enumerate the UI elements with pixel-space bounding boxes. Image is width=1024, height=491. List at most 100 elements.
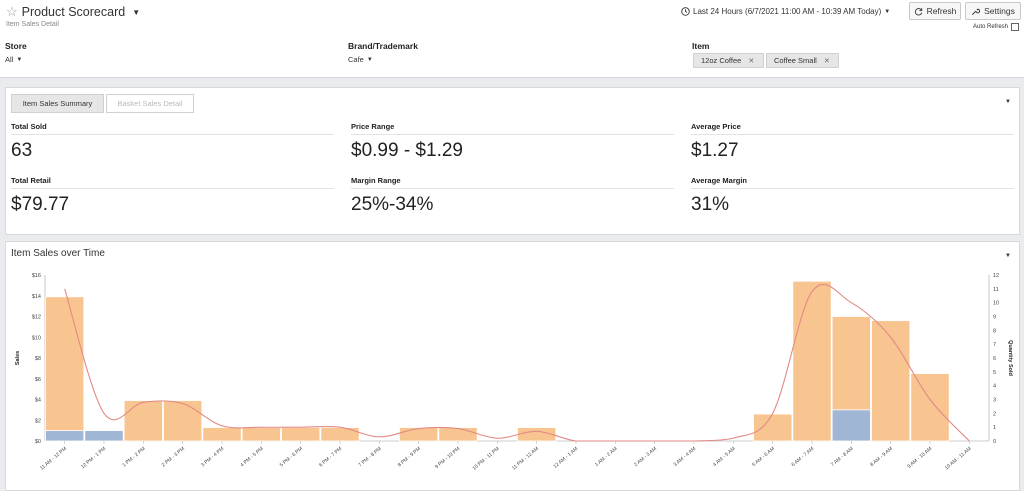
bar-series-0 — [123, 400, 163, 442]
metric-value: 25%-34% — [351, 194, 434, 215]
store-filter-label: Store — [5, 41, 27, 51]
y2-tick-label: 6 — [993, 356, 996, 362]
store-filter-value: All — [5, 55, 14, 64]
bar-series-0 — [202, 427, 242, 442]
favorite-star-icon[interactable]: ☆ — [6, 4, 18, 19]
x-tick-label: 1 AM - 2 AM — [594, 446, 619, 468]
metric-label: Average Price — [691, 122, 1014, 135]
bar-series-0 — [910, 373, 950, 442]
x-tick-label: 5 PM - 6 PM — [279, 446, 304, 468]
x-tick-label: 6 PM - 7 PM — [318, 446, 343, 468]
remove-tag-icon[interactable]: ✕ — [823, 57, 830, 65]
metric-value: $79.77 — [11, 194, 70, 215]
y-tick-label: $6 — [35, 377, 41, 383]
auto-refresh-toggle[interactable]: Auto Refresh — [973, 23, 1020, 31]
quantity-sold-line — [64, 283, 970, 442]
y-tick-label: $12 — [32, 315, 41, 321]
wrench-icon — [972, 8, 981, 15]
x-tick-label: 4 PM - 5 PM — [239, 446, 264, 468]
y-tick-label: $4 — [35, 398, 41, 404]
item-tag[interactable]: 12oz Coffee ✕ — [693, 53, 764, 68]
bar-series-0 — [871, 320, 911, 442]
metric-label: Price Range — [351, 122, 674, 135]
brand-filter-dropdown[interactable]: Cafe ▼ — [348, 55, 373, 64]
item-tag-label: Coffee Small — [774, 56, 817, 65]
chevron-down-icon: ▼ — [366, 56, 373, 63]
time-range-selector[interactable]: Last 24 Hours (6/7/2021 11:00 AM - 10:39… — [681, 7, 890, 16]
y2-tick-label: 12 — [993, 273, 999, 279]
metric-total-retail: Total Retail $79.77 — [11, 176, 334, 216]
title-row[interactable]: ☆ Product Scorecard ▼ — [6, 4, 140, 20]
y2-tick-label: 10 — [993, 301, 999, 307]
x-tick-label: 4 AM - 5 AM — [712, 446, 737, 468]
bar-series-0 — [792, 280, 832, 442]
chevron-down-icon: ▼ — [884, 8, 891, 15]
x-tick-label: 12 AM - 1 AM — [552, 446, 579, 470]
remove-tag-icon[interactable]: ✕ — [748, 57, 755, 65]
chevron-down-icon[interactable]: ▼ — [1005, 99, 1011, 105]
x-tick-label: 2 AM - 3 AM — [633, 446, 658, 468]
item-filter-label: Item — [692, 41, 710, 51]
y-axis-title: Sales — [15, 351, 21, 365]
bar-series-1 — [831, 409, 871, 442]
metric-margin-range: Margin Range 25%-34% — [351, 176, 674, 216]
y-tick-label: $0 — [35, 439, 41, 445]
chart-title: Item Sales over Time — [11, 248, 105, 259]
x-tick-label: 8 AM - 9 AM — [869, 446, 894, 468]
x-tick-label: 10 AM - 11 AM — [944, 446, 973, 471]
x-tick-label: 12 PM - 1 PM — [80, 446, 107, 470]
settings-button[interactable]: Settings — [965, 2, 1021, 20]
metric-value: $1.27 — [691, 140, 739, 161]
metric-label: Total Retail — [11, 176, 334, 189]
brand-filter-value: Cafe — [348, 55, 364, 64]
brand-filter-label: Brand/Trademark — [348, 41, 418, 51]
x-tick-label: 10 PM - 11 PM — [471, 446, 500, 472]
y2-axis-title: Quantity Sold — [1007, 340, 1013, 376]
x-tick-label: 3 PM - 4 PM — [200, 446, 225, 468]
refresh-button[interactable]: Refresh — [909, 2, 961, 20]
auto-refresh-label: Auto Refresh — [973, 24, 1009, 30]
y-tick-label: $16 — [32, 273, 41, 279]
metric-value: 31% — [691, 194, 730, 215]
y2-tick-label: 9 — [993, 315, 996, 321]
refresh-label: Refresh — [926, 6, 957, 16]
metric-average-price: Average Price $1.27 — [691, 122, 1014, 162]
time-range-label: Last 24 Hours (6/7/2021 11:00 AM - 10:39… — [693, 7, 882, 16]
item-tag[interactable]: Coffee Small ✕ — [766, 53, 839, 68]
y2-tick-label: 0 — [993, 439, 996, 445]
tab-item-sales-summary[interactable]: Item Sales Summary — [11, 94, 104, 113]
page-title[interactable]: Product Scorecard — [21, 5, 126, 19]
chevron-down-icon: ▼ — [16, 56, 23, 63]
chevron-down-icon[interactable]: ▼ — [1005, 253, 1011, 259]
page-subtitle: Item Sales Detail — [6, 21, 59, 28]
x-tick-label: 5 AM - 6 AM — [751, 446, 776, 468]
bar-series-0 — [399, 427, 439, 442]
tab-basket-sales-detail[interactable]: Basket Sales Detail — [106, 94, 194, 113]
store-filter-dropdown[interactable]: All ▼ — [5, 55, 22, 64]
y2-tick-label: 4 — [993, 384, 996, 390]
item-sales-summary-panel: Item Sales Summary Basket Sales Detail ▼… — [5, 87, 1020, 235]
x-tick-label: 3 AM - 4 AM — [673, 446, 698, 468]
bar-series-0 — [241, 427, 281, 442]
x-tick-label: 1 PM - 2 PM — [121, 446, 146, 468]
settings-label: Settings — [984, 6, 1015, 16]
auto-refresh-checkbox[interactable] — [1011, 23, 1020, 31]
item-sales-over-time-panel: Item Sales over Time ▼ $0 $2 $4 $6 $8 $10 $12 $… — [5, 241, 1020, 491]
metric-label: Total Sold — [11, 122, 334, 135]
x-tick-label: 11 PM - 12 AM — [511, 446, 540, 472]
refresh-icon — [914, 7, 922, 15]
bar-series-0 — [320, 427, 360, 442]
bar-series-1 — [45, 430, 85, 442]
x-tick-label: 9 AM - 10 AM — [906, 446, 933, 470]
y2-tick-label: 3 — [993, 398, 996, 404]
metric-average-margin: Average Margin 31% — [691, 176, 1014, 216]
y2-tick-label: 11 — [993, 287, 999, 293]
item-sales-chart: $0$2$4$6$8$10$12$14$160123456789101112Sa… — [15, 273, 1013, 472]
metric-price-range: Price Range $0.99 - $1.29 — [351, 122, 674, 162]
bar-series-0 — [45, 296, 85, 442]
y2-tick-label: 8 — [993, 328, 996, 334]
y2-tick-label: 5 — [993, 370, 996, 376]
chevron-down-icon[interactable]: ▼ — [132, 7, 141, 17]
metric-total-sold: Total Sold 63 — [11, 122, 334, 162]
y-tick-label: $14 — [32, 294, 41, 300]
